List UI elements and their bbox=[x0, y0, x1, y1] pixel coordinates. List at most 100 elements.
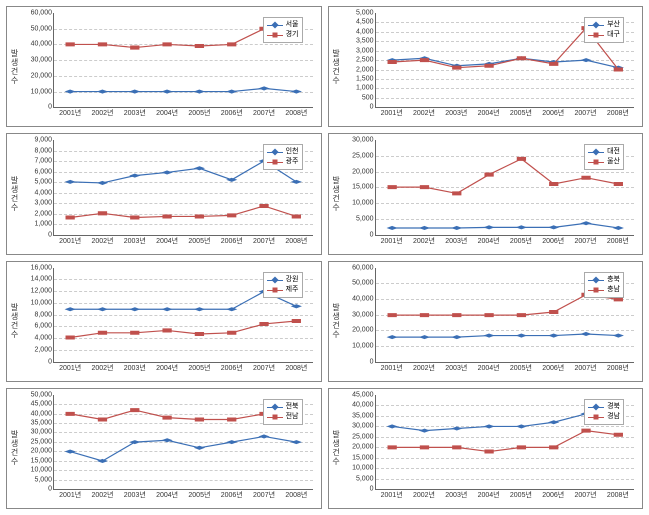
series-marker bbox=[549, 446, 557, 449]
series-marker bbox=[517, 313, 525, 316]
y-tick-label: 25,000 bbox=[352, 433, 375, 440]
legend-label: 제주 bbox=[286, 285, 299, 295]
series-marker bbox=[228, 418, 236, 421]
x-tick-label: 2008년 bbox=[285, 490, 307, 500]
x-tick-label: 2008년 bbox=[285, 363, 307, 373]
x-tick-label: 2001년 bbox=[59, 490, 81, 500]
line-chart: 발생건수 05,00010,00015,00020,00025,00030,000… bbox=[328, 133, 644, 254]
legend-label: 서울 bbox=[286, 20, 299, 30]
y-tick-label: 60,000 bbox=[352, 264, 375, 271]
legend-label: 전북 bbox=[286, 402, 299, 412]
x-tick-label: 2006년 bbox=[221, 108, 243, 118]
series-marker bbox=[195, 332, 203, 335]
x-tick-label: 2002년 bbox=[91, 108, 113, 118]
y-tick-label: 3,500 bbox=[356, 38, 376, 45]
legend-label: 경기 bbox=[286, 30, 299, 40]
y-tick-label: 8,000 bbox=[34, 147, 54, 154]
x-tick-label: 2003년 bbox=[445, 490, 467, 500]
x-tick-label: 2007년 bbox=[575, 108, 597, 118]
y-tick-label: 14,000 bbox=[31, 276, 54, 283]
y-tick-label: 9,000 bbox=[34, 137, 54, 144]
y-tick-label: 16,000 bbox=[31, 264, 54, 271]
series-marker bbox=[420, 186, 428, 189]
series-marker bbox=[420, 313, 428, 316]
series-marker bbox=[163, 307, 171, 310]
x-tick-label: 2006년 bbox=[542, 490, 564, 500]
series-marker bbox=[452, 446, 460, 449]
y-tick-label: 50,000 bbox=[352, 280, 375, 287]
series-marker bbox=[228, 214, 236, 217]
series-marker bbox=[484, 173, 492, 176]
series-marker bbox=[484, 64, 492, 67]
series-marker bbox=[581, 332, 589, 335]
x-tick-label: 2002년 bbox=[413, 108, 435, 118]
y-axis-label: 발생건수 bbox=[331, 176, 342, 212]
series-marker bbox=[388, 425, 396, 428]
series-marker bbox=[452, 335, 460, 338]
x-tick-label: 2007년 bbox=[253, 490, 275, 500]
legend-item: 부산 bbox=[588, 20, 620, 30]
y-tick-label: 20,000 bbox=[352, 327, 375, 334]
plot-area: 02,0004,0006,0008,00010,00012,00014,0001… bbox=[53, 268, 313, 363]
series-marker bbox=[517, 446, 525, 449]
y-tick-label: 30,000 bbox=[31, 429, 54, 436]
series-marker bbox=[581, 222, 589, 225]
series-marker bbox=[66, 336, 74, 339]
legend-item: 제주 bbox=[267, 285, 299, 295]
series-marker bbox=[614, 227, 622, 230]
legend-label: 울산 bbox=[607, 157, 620, 167]
legend-label: 부산 bbox=[607, 20, 620, 30]
legend-label: 강원 bbox=[286, 275, 299, 285]
plot-area: 010,00020,00030,00040,00050,00060,000200… bbox=[375, 268, 635, 363]
series-marker bbox=[98, 307, 106, 310]
series-marker bbox=[420, 227, 428, 230]
y-tick-label: 5,000 bbox=[34, 476, 54, 483]
series-marker bbox=[292, 319, 300, 322]
y-tick-label: 5,000 bbox=[356, 215, 376, 222]
y-axis-label: 발생건수 bbox=[331, 430, 342, 466]
y-tick-label: 30,000 bbox=[31, 57, 54, 64]
legend-item: 경기 bbox=[267, 30, 299, 40]
series-marker bbox=[163, 215, 171, 218]
series-marker bbox=[452, 66, 460, 69]
series-marker bbox=[66, 307, 74, 310]
series-marker bbox=[98, 331, 106, 334]
y-tick-label: 10,000 bbox=[352, 343, 375, 350]
x-tick-label: 2005년 bbox=[510, 490, 532, 500]
x-tick-label: 2005년 bbox=[510, 108, 532, 118]
legend-label: 인천 bbox=[286, 147, 299, 157]
series-marker bbox=[517, 425, 525, 428]
series-marker bbox=[66, 43, 74, 46]
series-marker bbox=[388, 446, 396, 449]
x-tick-label: 2002년 bbox=[91, 236, 113, 246]
plot-area: 05,00010,00015,00020,00025,00030,0002001… bbox=[375, 140, 635, 235]
legend-label: 광주 bbox=[286, 157, 299, 167]
legend: 부산대구 bbox=[584, 17, 624, 43]
x-tick-label: 2008년 bbox=[607, 363, 629, 373]
legend-item: 대구 bbox=[588, 30, 620, 40]
series-marker bbox=[614, 297, 622, 300]
legend: 충북충남 bbox=[584, 272, 624, 298]
x-tick-label: 2006년 bbox=[221, 363, 243, 373]
legend: 전북전남 bbox=[263, 399, 303, 425]
y-tick-label: 40,000 bbox=[31, 410, 54, 417]
series-marker bbox=[484, 334, 492, 337]
plot-area: 05001,0001,5002,0002,5003,0003,5004,0004… bbox=[375, 13, 635, 108]
series-marker bbox=[614, 183, 622, 186]
x-tick-label: 2001년 bbox=[381, 363, 403, 373]
series-marker bbox=[131, 408, 139, 411]
x-tick-label: 2003년 bbox=[124, 108, 146, 118]
x-tick-label: 2003년 bbox=[124, 363, 146, 373]
plot-area: 05,00010,00015,00020,00025,00030,00035,0… bbox=[375, 395, 635, 490]
y-tick-label: 15,000 bbox=[352, 184, 375, 191]
y-tick-label: 2,000 bbox=[34, 210, 54, 217]
series-marker bbox=[420, 446, 428, 449]
series-marker bbox=[484, 226, 492, 229]
y-tick-label: 30,000 bbox=[352, 311, 375, 318]
series-marker bbox=[420, 59, 428, 62]
y-tick-label: 45,000 bbox=[31, 401, 54, 408]
y-tick-label: 15,000 bbox=[352, 454, 375, 461]
series-marker bbox=[66, 90, 74, 93]
x-tick-label: 2008년 bbox=[607, 236, 629, 246]
series-line-전북 bbox=[70, 436, 296, 461]
